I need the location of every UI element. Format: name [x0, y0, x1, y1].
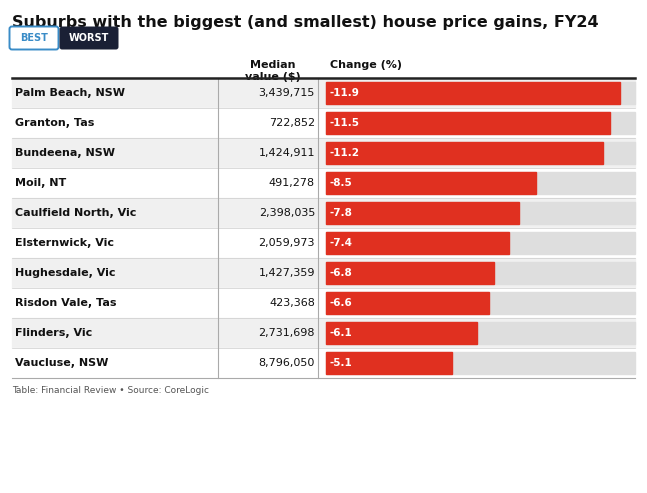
Text: 3,439,715: 3,439,715 [259, 88, 315, 98]
Text: -8.5: -8.5 [330, 178, 353, 188]
Bar [12, 198, 635, 228]
Bar [326, 232, 635, 254]
Bar [326, 262, 494, 284]
Text: 2,731,698: 2,731,698 [259, 328, 315, 338]
Text: -11.5: -11.5 [330, 118, 360, 128]
Text: 8,796,050: 8,796,050 [259, 358, 315, 368]
Text: Risdon Vale, Tas: Risdon Vale, Tas [15, 298, 116, 308]
FancyBboxPatch shape [10, 27, 58, 49]
Text: 722,852: 722,852 [269, 118, 315, 128]
Text: Palm Beach, NSW: Palm Beach, NSW [15, 88, 125, 98]
Text: Table: Financial Review • Source: CoreLogic: Table: Financial Review • Source: CoreLo… [12, 386, 209, 395]
Bar [12, 138, 635, 168]
Text: BEST: BEST [20, 33, 48, 43]
Bar [12, 168, 635, 198]
Bar [326, 202, 635, 224]
Bar [12, 288, 635, 318]
Text: -7.4: -7.4 [330, 238, 353, 248]
Text: -7.8: -7.8 [330, 208, 353, 218]
Text: Flinders, Vic: Flinders, Vic [15, 328, 93, 338]
Bar [326, 172, 635, 194]
Bar [326, 82, 635, 104]
Text: -11.9: -11.9 [330, 88, 360, 98]
Bar [12, 318, 635, 348]
Bar [326, 352, 452, 374]
Bar [12, 228, 635, 258]
Text: Moil, NT: Moil, NT [15, 178, 66, 188]
Text: 1,424,911: 1,424,911 [259, 148, 315, 158]
Bar [12, 78, 635, 108]
Text: Bundeena, NSW: Bundeena, NSW [15, 148, 115, 158]
Text: Median
value ($): Median value ($) [245, 60, 301, 82]
Bar [326, 202, 519, 224]
Text: 2,059,973: 2,059,973 [259, 238, 315, 248]
Text: 1,427,359: 1,427,359 [259, 268, 315, 278]
Text: WORST: WORST [69, 33, 109, 43]
Bar [12, 258, 635, 288]
Bar [326, 172, 536, 194]
Text: -11.2: -11.2 [330, 148, 360, 158]
Text: Change (%): Change (%) [330, 60, 402, 70]
Text: -5.1: -5.1 [330, 358, 353, 368]
Text: 491,278: 491,278 [269, 178, 315, 188]
Bar [326, 82, 620, 104]
Text: -6.8: -6.8 [330, 268, 353, 278]
Text: 423,368: 423,368 [269, 298, 315, 308]
Bar [326, 352, 635, 374]
Bar [326, 142, 603, 164]
Text: Caulfield North, Vic: Caulfield North, Vic [15, 208, 137, 218]
FancyBboxPatch shape [60, 27, 118, 49]
Bar [12, 108, 635, 138]
Text: Elsternwick, Vic: Elsternwick, Vic [15, 238, 114, 248]
Text: -6.1: -6.1 [330, 328, 353, 338]
Bar [326, 322, 635, 344]
Text: -6.6: -6.6 [330, 298, 353, 308]
Bar [326, 112, 610, 134]
Bar [326, 262, 635, 284]
Bar [12, 348, 635, 378]
Text: Hughesdale, Vic: Hughesdale, Vic [15, 268, 116, 278]
Bar [326, 292, 635, 314]
Bar [326, 292, 489, 314]
Bar [326, 142, 635, 164]
Text: Suburbs with the biggest (and smallest) house price gains, FY24: Suburbs with the biggest (and smallest) … [12, 15, 598, 30]
Bar [326, 232, 509, 254]
Text: 2,398,035: 2,398,035 [259, 208, 315, 218]
Text: Vaucluse, NSW: Vaucluse, NSW [15, 358, 109, 368]
Bar [326, 112, 635, 134]
Text: Granton, Tas: Granton, Tas [15, 118, 94, 128]
Bar [326, 322, 477, 344]
